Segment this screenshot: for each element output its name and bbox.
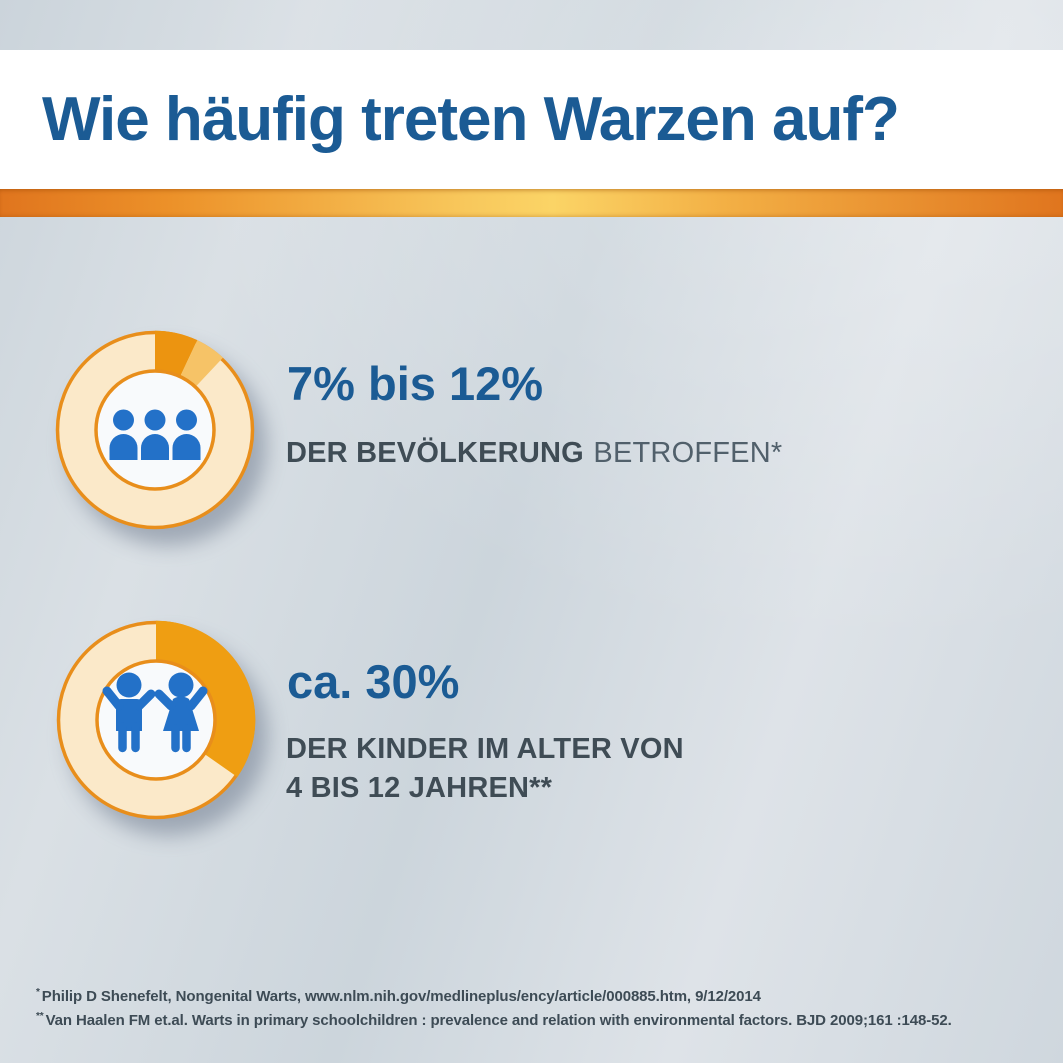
footnotes: * Philip D Shenefelt, Nongenital Warts, w… — [36, 983, 952, 1030]
donut-chart-children — [56, 620, 256, 820]
donut-segment — [155, 330, 198, 377]
footnote-1: * Philip D Shenefelt, Nongenital Warts, w… — [36, 983, 952, 1007]
stat-value-population: 7% bis 12% — [287, 357, 544, 410]
page-title: Wie häufig treten Warzen auf? — [42, 85, 900, 154]
donut-chart-population — [55, 330, 255, 530]
footnote-1-text: Philip D Shenefelt, Nongenital Warts, ww… — [41, 988, 761, 1005]
stat-description-population: DER BEVÖLKERUNG BETROFFEN* — [286, 434, 782, 473]
stat-description-strong: DER BEVÖLKERUNG — [286, 437, 584, 469]
stat-description-light: BETROFFEN* — [593, 437, 783, 469]
footnote-2: ** Van Haalen FM et.al. Warts in primary … — [36, 1007, 952, 1031]
donut-segment — [156, 620, 256, 777]
stat-description-line1: DER KINDER IM ALTER VON — [286, 733, 684, 765]
footnote-2-marker: ** — [36, 1010, 44, 1022]
donut-hole — [95, 659, 217, 781]
stat-description-line2: 4 BIS 12 JAHREN** — [286, 772, 553, 804]
donut-segments — [156, 620, 256, 777]
footnote-1-marker: * — [36, 987, 40, 998]
people-group-icon — [109, 409, 201, 460]
footnote-2-text: Van Haalen FM et.al. Warts in primary sc… — [45, 1011, 952, 1029]
donut-segment — [180, 340, 223, 387]
header-band: Wie häufig treten Warzen auf? — [0, 50, 1063, 189]
stat-value-children: ca. 30% — [287, 655, 460, 708]
accent-bar — [0, 189, 1063, 217]
donut-segments — [155, 330, 223, 387]
children-icon — [102, 672, 208, 753]
stat-description-children: DER KINDER IM ALTER VON 4 BIS 12 JAHREN*… — [286, 730, 684, 808]
